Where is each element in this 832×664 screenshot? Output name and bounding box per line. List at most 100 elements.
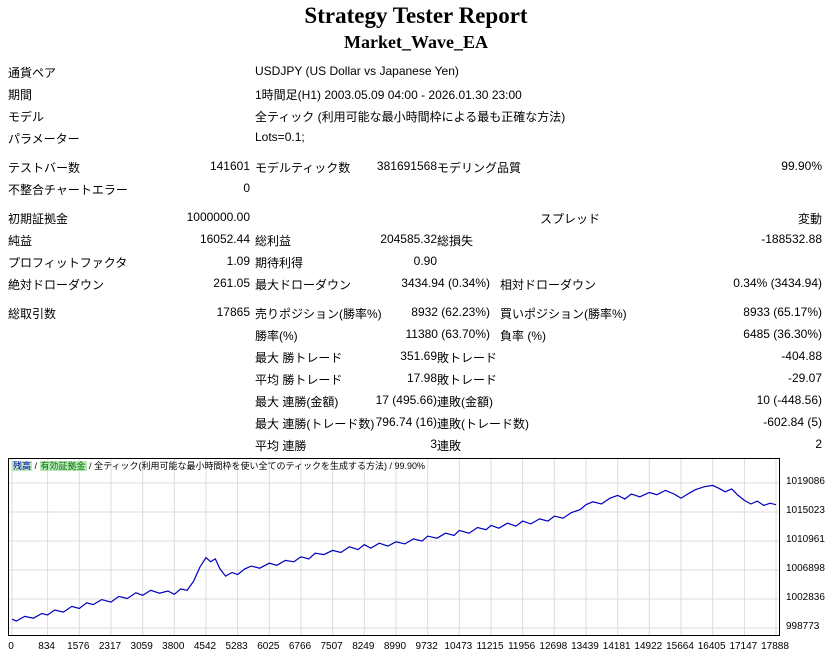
x-axis-label: 14922 (634, 641, 663, 652)
table-row-mismatch-errors: 不整合チャートエラー 0 (0, 177, 832, 199)
x-axis-label: 834 (38, 641, 55, 652)
stat-label: 平均 勝トレード (255, 373, 343, 387)
table-row-average-trade: 平均 勝トレード 17.98 敗トレード -29.07 (0, 367, 832, 389)
x-axis-label: 8249 (352, 641, 375, 652)
stat-value: -188532.88 (761, 232, 822, 246)
stat-label: 純益 (8, 234, 33, 248)
stat-value: 381691568 (376, 159, 437, 173)
stat-value: -29.07 (787, 371, 822, 385)
table-row-average-consecutive: 平均 連勝 3 連敗 2 (0, 433, 832, 455)
stat-value: 1000000.00 (186, 210, 250, 224)
stat-label: 不整合チャートエラー (8, 183, 128, 197)
stat-label: 最大 勝トレード (255, 351, 343, 365)
stat-label: モデリング品質 (437, 161, 522, 175)
x-axis-label: 6766 (288, 641, 312, 652)
stat-label: 最大 連勝(トレード数) (255, 417, 375, 431)
x-axis-label: 16405 (697, 641, 726, 652)
table-row-initial-deposit: 初期証拠金 1000000.00 スプレッド 変動 (0, 206, 832, 228)
table-row-profit-factor: プロフィットファクタ 1.09 期待利得 0.90 (0, 250, 832, 272)
stat-label: パラメーター (8, 132, 80, 146)
x-axis-label: 6025 (257, 641, 280, 652)
stat-label: 連敗 (437, 439, 462, 453)
report-table: 通貨ペア USDJPY (US Dollar vs Japanese Yen) … (0, 60, 832, 455)
y-axis-label: 998773 (786, 621, 820, 632)
table-row-consecutive-money: 最大 連勝(金額) 17 (495.66) 連敗(金額) 10 (-448.56… (0, 389, 832, 411)
x-axis-label: 5283 (225, 641, 248, 652)
report-header: Strategy Tester Report Market_Wave_EA (0, 2, 832, 54)
stat-value: 0 (243, 181, 250, 195)
x-axis-label: 8990 (383, 641, 407, 652)
table-row-drawdown: 絶対ドローダウン 261.05 最大ドローダウン 3434.94 (0.34%)… (0, 272, 832, 294)
y-axis-label: 1010961 (786, 533, 825, 545)
stat-label: 敗トレード (437, 373, 498, 387)
x-axis-label: 2317 (98, 641, 122, 652)
stat-label: 売りポジション(勝率%) (255, 307, 382, 321)
stat-value: 17865 (216, 305, 250, 319)
table-row-largest-trade: 最大 勝トレード 351.69 敗トレード -404.88 (0, 345, 832, 367)
row-spacer (0, 294, 832, 301)
x-axis-label: 17147 (729, 641, 758, 652)
legend-balance-label: 残高 (12, 461, 33, 471)
stat-value: 1時間足(H1) 2003.05.09 04:00 - 2026.01.30 2… (255, 88, 522, 102)
stat-value: 3 (430, 437, 437, 451)
table-row-bars: テストバー数 141601 モデルティック数 381691568 モデリング品質… (0, 155, 832, 177)
stat-label: 絶対ドローダウン (8, 278, 105, 292)
stat-label: 総利益 (255, 234, 292, 248)
ea-name: Market_Wave_EA (344, 32, 488, 52)
stat-label: 期待利得 (255, 256, 304, 270)
y-axis-label: 1006898 (786, 563, 825, 574)
balance-curve (9, 459, 779, 635)
stat-value: -404.88 (781, 349, 822, 363)
table-row-total-trades: 総取引数 17865 売りポジション(勝率%) 8932 (62.23%) 買い… (0, 301, 832, 323)
stat-value: 8932 (62.23%) (411, 305, 490, 319)
stat-value: 全ティック (利用可能な最小時間枠による最も正確な方法) (255, 110, 566, 124)
stat-value: 796.74 (16) (375, 415, 437, 429)
table-row-period: 期間 1時間足(H1) 2003.05.09 04:00 - 2026.01.3… (0, 82, 832, 104)
stat-label: 初期証拠金 (8, 212, 69, 226)
balance-chart: 残高 / 有効証拠金 / 全ティック(利用可能な最小時間枠を使い全てのティックを… (8, 458, 780, 636)
report-title: Strategy Tester Report (304, 3, 528, 28)
row-spacer (0, 199, 832, 206)
x-axis-label: 10473 (444, 641, 473, 652)
stat-label: 連敗(トレード数) (437, 417, 529, 431)
stat-label: モデル (8, 110, 45, 124)
stat-label: 相対ドローダウン (500, 278, 597, 292)
stat-value: 99.90% (781, 159, 822, 173)
x-axis-label: 0 (8, 641, 14, 652)
stat-value: 141601 (209, 159, 250, 173)
table-row-consecutive-count: 最大 連勝(トレード数) 796.74 (16) 連敗(トレード数) -602.… (0, 411, 832, 433)
table-row-net-profit: 純益 16052.44 総利益 204585.32 総損失 -188532.88 (0, 228, 832, 250)
table-row-win-rate: 勝率(%) 11380 (63.70%) 負率 (%) 6485 (36.30%… (0, 323, 832, 345)
x-axis-label: 7507 (320, 641, 343, 652)
stat-value: 204585.32 (380, 232, 437, 246)
x-axis-label: 3059 (130, 641, 153, 652)
stat-label: テストバー数 (8, 161, 81, 175)
stat-label: 連敗(金額) (437, 395, 493, 409)
stat-value: 261.05 (213, 276, 250, 290)
stat-value: 0.34% (3434.94) (733, 276, 822, 290)
stat-label: 敗トレード (437, 351, 498, 365)
stat-value: 17 (495.66) (375, 393, 437, 407)
stat-value: 351.69 (400, 349, 437, 363)
x-axis-label: 13439 (571, 641, 599, 652)
stat-value: 2 (815, 437, 822, 451)
x-axis-label: 11956 (508, 641, 536, 652)
row-spacer (0, 148, 832, 155)
stat-value: 11380 (63.70%) (405, 327, 490, 341)
x-axis-label: 11215 (476, 641, 504, 652)
chart-legend: 残高 / 有効証拠金 / 全ティック(利用可能な最小時間枠を使い全てのティックを… (12, 461, 425, 472)
stat-value: Lots=0.1; (255, 130, 305, 144)
stat-label: 通貨ペア (8, 66, 57, 80)
stat-value: 17.98 (406, 371, 437, 385)
stat-value: 10 (-448.56) (756, 393, 822, 407)
y-axis-label: 1002836 (786, 591, 825, 603)
legend-separator: / (32, 461, 40, 471)
stat-value: 8933 (65.17%) (743, 305, 822, 319)
stat-value: -602.84 (5) (763, 415, 822, 429)
x-axis-label: 4542 (193, 641, 217, 652)
x-axis-label: 9732 (415, 641, 438, 652)
stat-label: 最大ドローダウン (255, 278, 352, 292)
stat-label: 総取引数 (8, 307, 57, 321)
stat-value: 16052.44 (199, 232, 250, 246)
stat-value: 6485 (36.30%) (743, 327, 822, 341)
